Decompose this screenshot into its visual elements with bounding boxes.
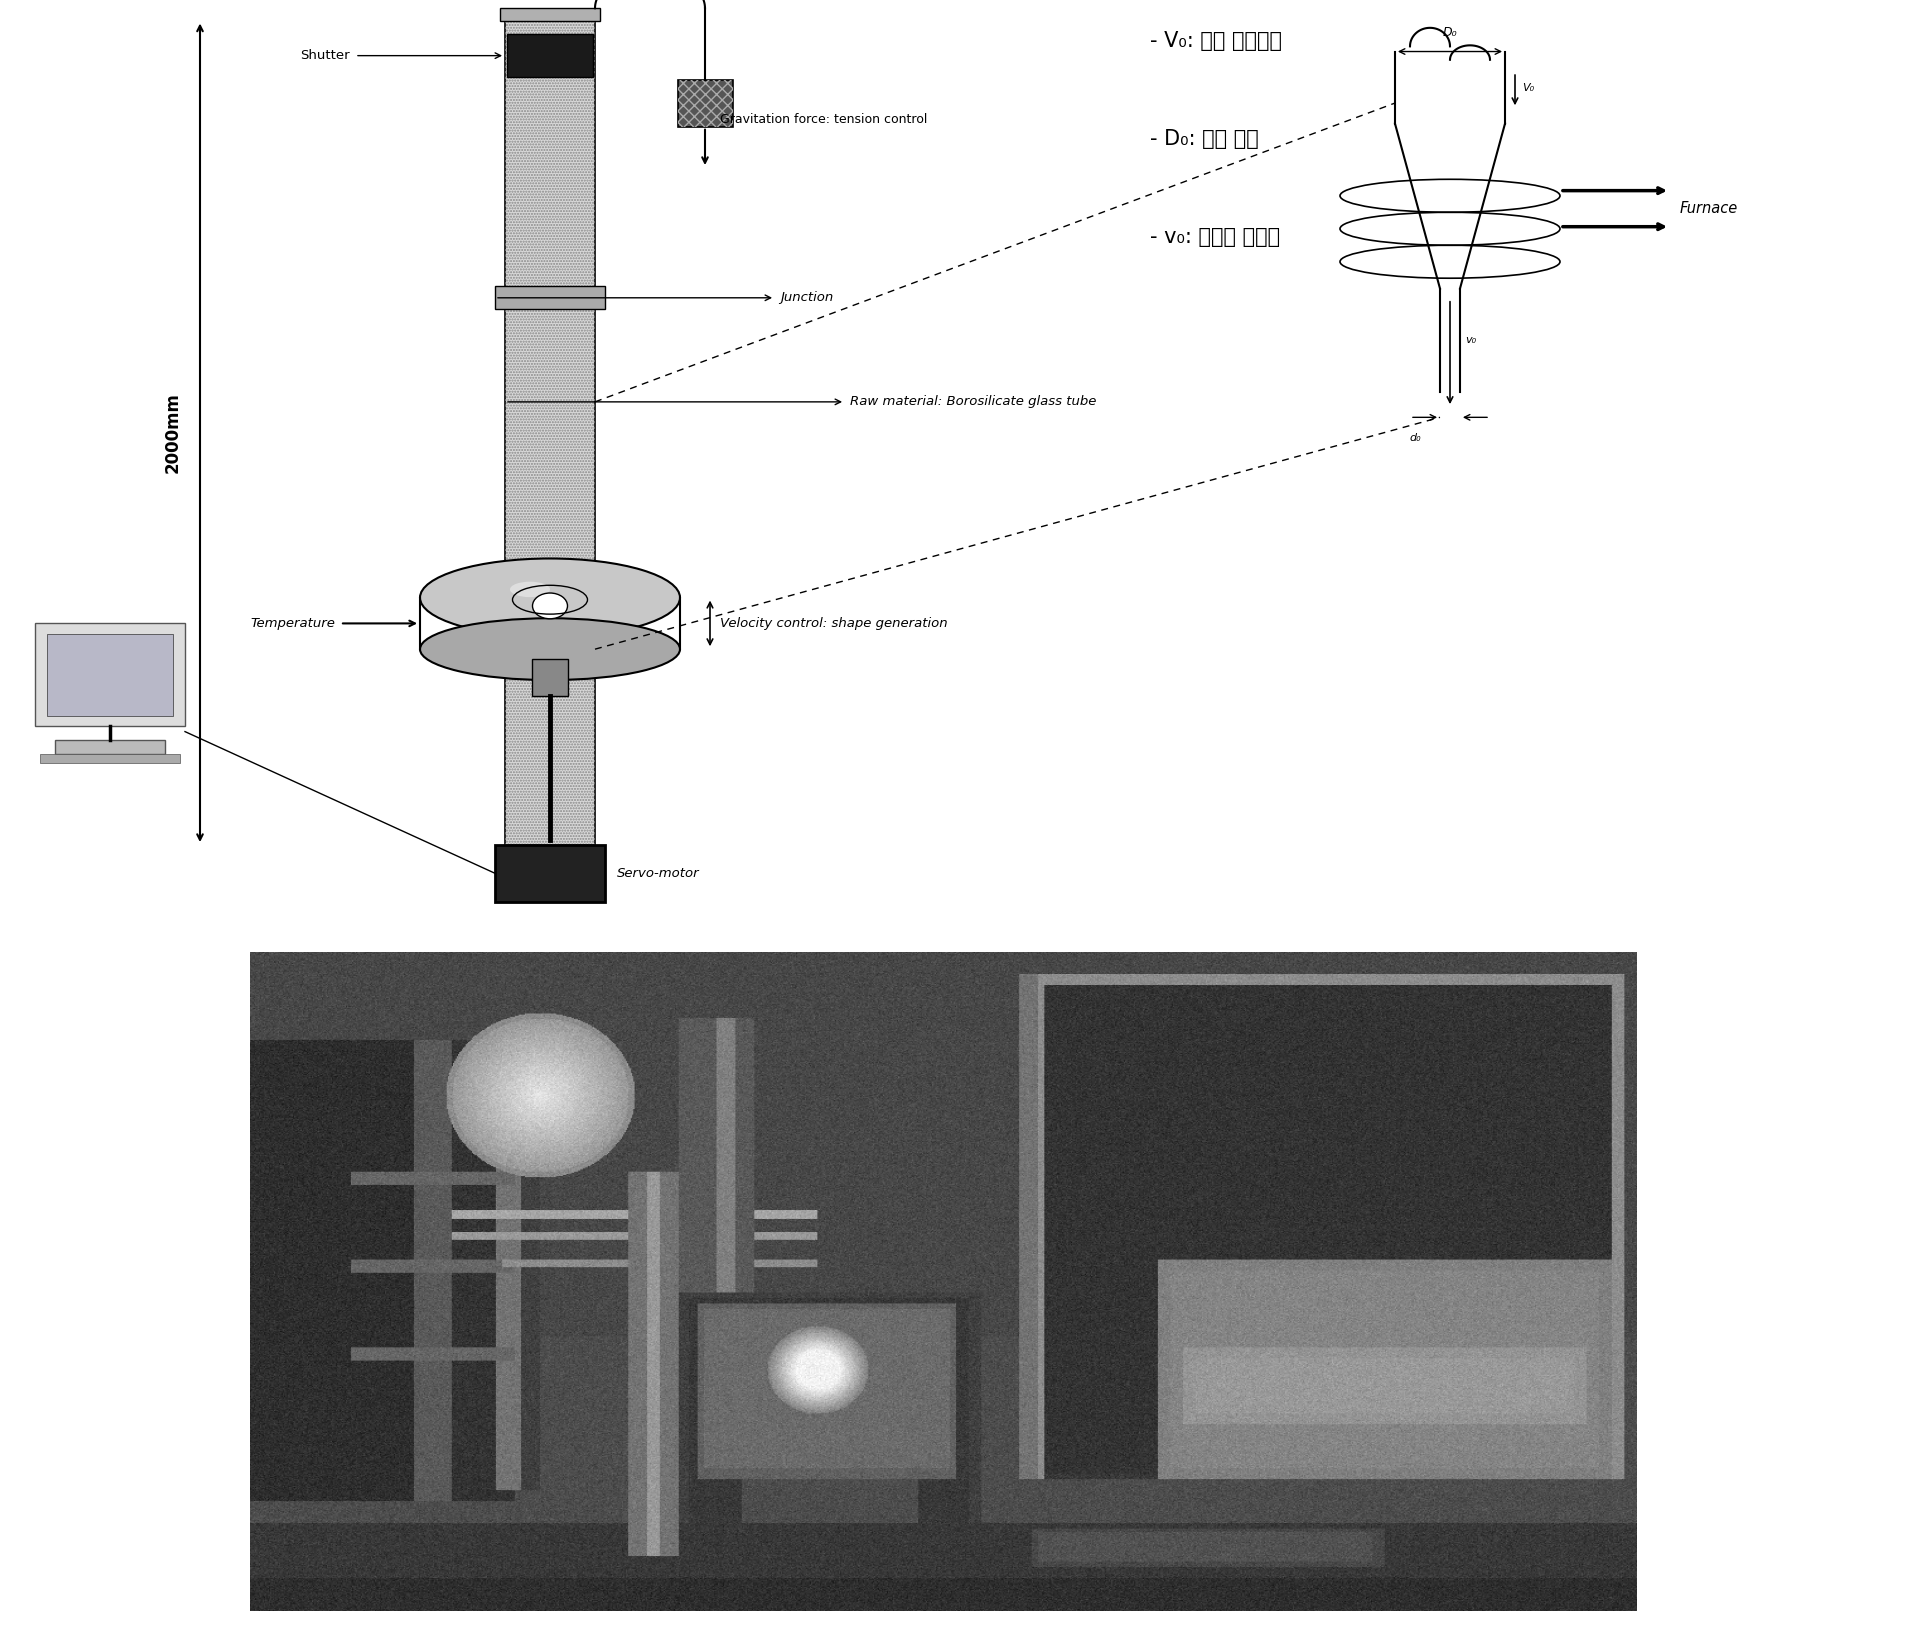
- Bar: [56, 740, 166, 755]
- Text: Velocity control: shape generation: Velocity control: shape generation: [720, 617, 948, 630]
- Text: D₀: D₀: [1443, 26, 1458, 39]
- Text: Furnace: Furnace: [1679, 202, 1739, 216]
- Bar: [46, 635, 173, 716]
- Bar: [495, 844, 605, 901]
- Text: Gravitation force: tension control: Gravitation force: tension control: [720, 112, 928, 125]
- Bar: [507, 34, 593, 78]
- Bar: [532, 659, 568, 696]
- Text: Shutter: Shutter: [300, 49, 351, 62]
- Text: Raw material: Borosilicate glass tube: Raw material: Borosilicate glass tube: [849, 395, 1096, 408]
- Text: 2000mm: 2000mm: [164, 392, 181, 473]
- Bar: [501, 8, 601, 21]
- Ellipse shape: [420, 558, 680, 636]
- Text: d₀: d₀: [1410, 433, 1421, 443]
- Bar: [40, 755, 179, 763]
- Bar: [495, 286, 605, 309]
- Text: Temperature: Temperature: [250, 617, 335, 630]
- Ellipse shape: [532, 592, 568, 618]
- Bar: [505, 21, 595, 844]
- Bar: [678, 80, 732, 127]
- Text: v₀: v₀: [1466, 335, 1475, 345]
- Text: - v₀: 모세관 인출속: - v₀: 모세관 인출속: [1150, 226, 1281, 247]
- Text: - V₀: 모재 이송속도: - V₀: 모재 이송속도: [1150, 31, 1283, 50]
- Text: Junction: Junction: [780, 291, 834, 304]
- Bar: [35, 623, 185, 727]
- Text: V₀: V₀: [1522, 83, 1535, 93]
- Text: Servo-motor: Servo-motor: [616, 867, 699, 880]
- Ellipse shape: [420, 618, 680, 680]
- Bar: [678, 80, 732, 127]
- Bar: [505, 21, 595, 844]
- Ellipse shape: [510, 582, 551, 597]
- Text: - D₀: 모재 지름: - D₀: 모재 지름: [1150, 129, 1260, 148]
